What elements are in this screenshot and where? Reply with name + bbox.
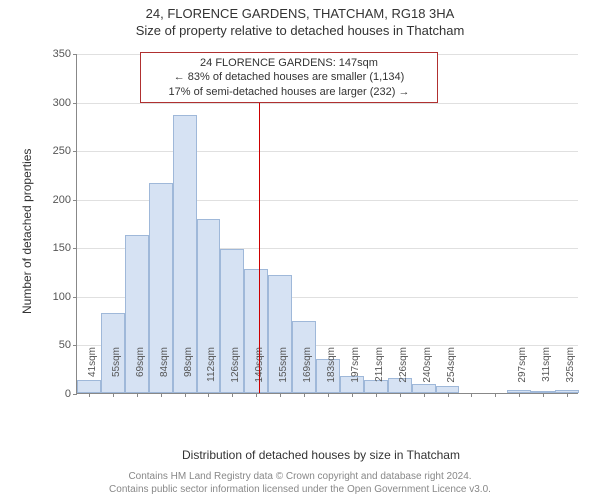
- ytick-mark: [73, 297, 77, 298]
- xtick-label: 126sqm: [230, 347, 241, 397]
- ytick-mark: [73, 151, 77, 152]
- plot-inner: 05010015020025030035041sqm55sqm69sqm84sq…: [76, 54, 578, 394]
- xtick-label: 155sqm: [278, 347, 289, 397]
- annotation-line-2: ← 83% of detached houses are smaller (1,…: [149, 70, 429, 84]
- ytick-mark: [73, 103, 77, 104]
- xtick-label: 84sqm: [159, 347, 170, 397]
- xtick-label: 211sqm: [374, 347, 385, 397]
- annotation-line-1: 24 FLORENCE GARDENS: 147sqm: [149, 56, 429, 70]
- y-axis-label: Number of detached properties: [20, 149, 34, 314]
- ytick-mark: [73, 248, 77, 249]
- xtick-label: 325sqm: [565, 347, 576, 397]
- xtick-label: 254sqm: [446, 347, 457, 397]
- ytick-mark: [73, 54, 77, 55]
- footer-line-1: Contains HM Land Registry data © Crown c…: [0, 470, 600, 483]
- xtick-label: 112sqm: [206, 347, 217, 397]
- xtick-label: 69sqm: [135, 347, 146, 397]
- ytick-mark: [73, 345, 77, 346]
- xtick-label: 240sqm: [422, 347, 433, 397]
- xtick-mark: [495, 393, 496, 397]
- x-axis-label: Distribution of detached houses by size …: [182, 448, 460, 462]
- annotation-box: 24 FLORENCE GARDENS: 147sqm ← 83% of det…: [140, 52, 438, 103]
- grid-line: [77, 151, 578, 152]
- xtick-label: 183sqm: [326, 347, 337, 397]
- xtick-label: 197sqm: [350, 347, 361, 397]
- ytick-mark: [73, 200, 77, 201]
- reference-line: [259, 54, 260, 393]
- xtick-label: 41sqm: [87, 347, 98, 397]
- title-address: 24, FLORENCE GARDENS, THATCHAM, RG18 3HA: [0, 6, 600, 23]
- chart-container: 24, FLORENCE GARDENS, THATCHAM, RG18 3HA…: [0, 0, 600, 500]
- xtick-label: 297sqm: [517, 347, 528, 397]
- xtick-label: 140sqm: [254, 347, 265, 397]
- ytick-mark: [73, 394, 77, 395]
- footer-line-2: Contains public sector information licen…: [0, 483, 600, 496]
- xtick-label: 311sqm: [541, 347, 552, 397]
- xtick-label: 226sqm: [398, 347, 409, 397]
- plot-area: 05010015020025030035041sqm55sqm69sqm84sq…: [76, 54, 578, 394]
- xtick-label: 98sqm: [183, 347, 194, 397]
- annotation-line-3: 17% of semi-detached houses are larger (…: [149, 85, 429, 99]
- xtick-label: 169sqm: [302, 347, 313, 397]
- xtick-mark: [471, 393, 472, 397]
- footer: Contains HM Land Registry data © Crown c…: [0, 470, 600, 496]
- xtick-label: 55sqm: [111, 347, 122, 397]
- title-block: 24, FLORENCE GARDENS, THATCHAM, RG18 3HA…: [0, 0, 600, 40]
- title-subtitle: Size of property relative to detached ho…: [0, 23, 600, 40]
